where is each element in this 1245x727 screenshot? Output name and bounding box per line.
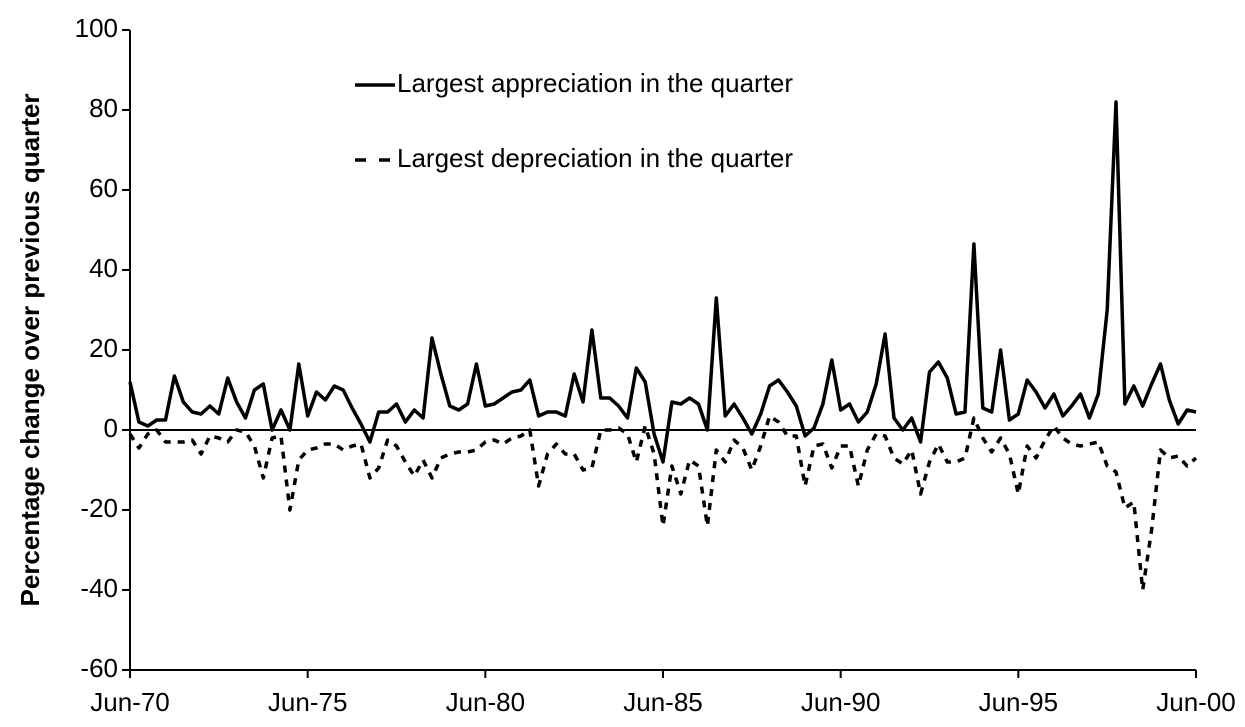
y-tick-label: 80: [89, 93, 118, 123]
x-tick-label: Jun-95: [979, 687, 1059, 717]
y-tick-label: 20: [89, 333, 118, 363]
x-tick-label: Jun-70: [90, 687, 170, 717]
series-line: [128, 100, 1197, 464]
x-tick-label: Jun-80: [446, 687, 526, 717]
y-tick-label: -40: [80, 573, 118, 603]
y-tick-label: -20: [80, 493, 118, 523]
y-tick-label: -60: [80, 653, 118, 683]
legend-label: Largest appreciation in the quarter: [397, 68, 793, 98]
y-tick-label: 100: [75, 13, 118, 43]
series-line: [128, 414, 1198, 592]
y-axis-label: Percentage change over previous quarter: [15, 94, 45, 607]
y-tick-label: 40: [89, 253, 118, 283]
x-tick-label: Jun-85: [623, 687, 703, 717]
legend-label: Largest depreciation in the quarter: [397, 143, 793, 173]
x-tick-label: Jun-00: [1156, 687, 1236, 717]
y-tick-label: 0: [104, 413, 118, 443]
y-tick-label: 60: [89, 173, 118, 203]
x-tick-label: Jun-90: [801, 687, 881, 717]
x-tick-label: Jun-75: [268, 687, 348, 717]
